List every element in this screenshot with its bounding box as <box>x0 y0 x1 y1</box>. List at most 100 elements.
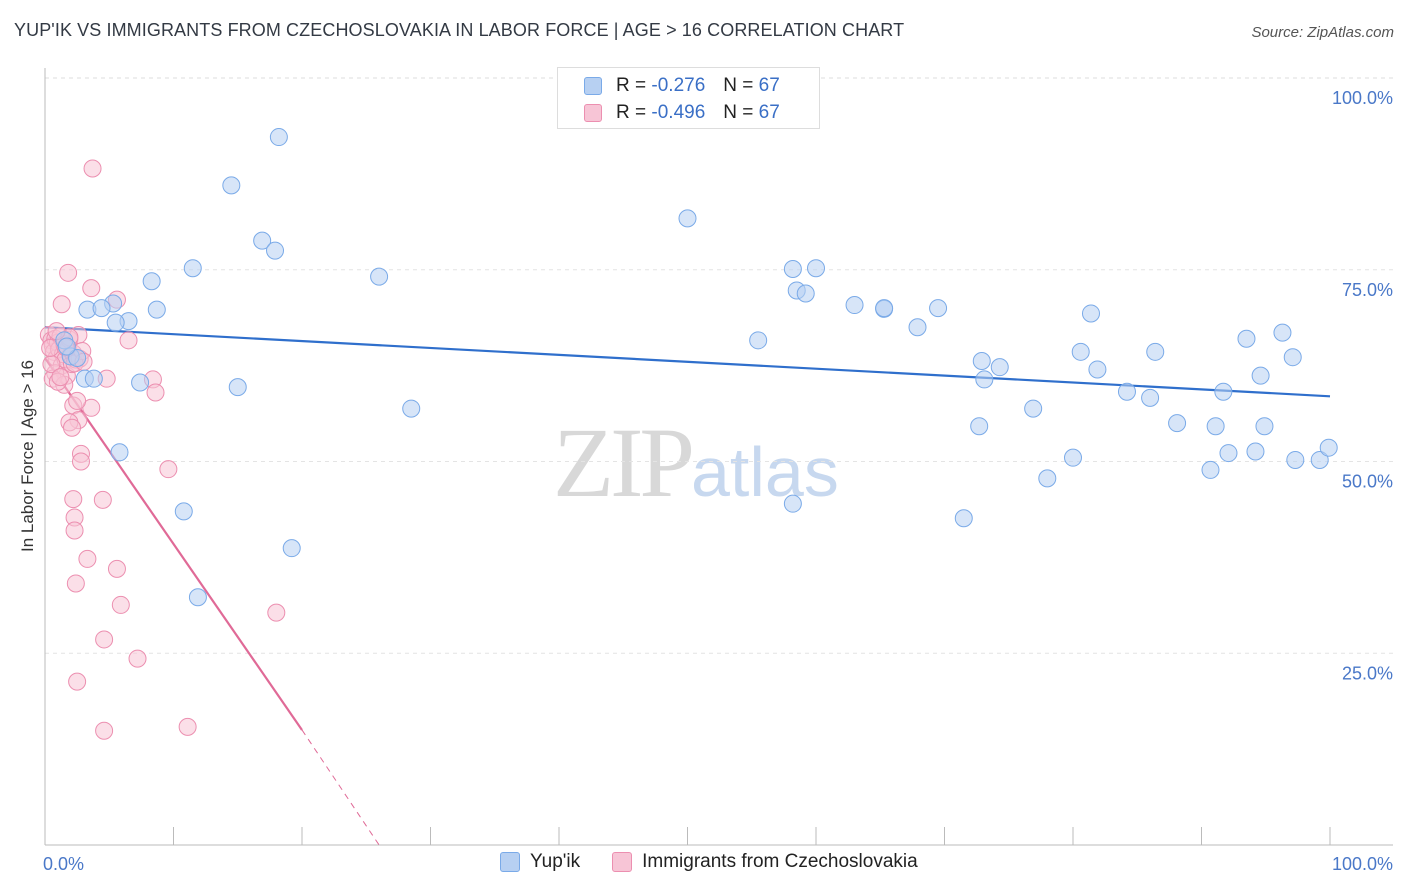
yupik-point <box>174 502 193 521</box>
czech-point <box>59 263 78 282</box>
legend-r-label: R = <box>616 75 647 96</box>
czech-point <box>52 295 71 314</box>
watermark-zip: ZIP <box>553 407 695 518</box>
czech-point <box>119 331 138 350</box>
czech-point <box>68 672 87 691</box>
legend-n-label: N = <box>723 102 754 123</box>
czech-point <box>83 159 102 178</box>
yupik-point <box>106 313 125 332</box>
yupik-point <box>1024 399 1043 418</box>
legend-swatch-pink <box>612 852 633 872</box>
czech-point <box>66 574 85 593</box>
yupik-point <box>1038 469 1057 488</box>
legend-item-yupik[interactable]: Yup'ik <box>500 851 580 873</box>
czech-point <box>68 391 87 410</box>
yupik-point <box>269 128 288 147</box>
y-tick-label: 25.0% <box>1342 663 1393 683</box>
yupik-point <box>370 267 389 286</box>
yupik-point <box>678 209 697 228</box>
yupik-point <box>1255 417 1274 436</box>
yupik-point <box>875 299 894 318</box>
yupik-point <box>1273 323 1292 342</box>
legend-swatch-blue <box>500 852 520 872</box>
yupik-point <box>1088 360 1107 379</box>
yupik-trend-line <box>44 326 1331 398</box>
yupik-point <box>266 241 285 260</box>
yupik-point <box>1286 450 1305 469</box>
yupik-point <box>783 259 802 278</box>
czech-point <box>159 460 178 479</box>
yupik-point <box>1071 342 1090 361</box>
legend-n-label: N = <box>723 75 754 96</box>
legend-row-czech: R = -0.496 N = 67 <box>584 100 780 126</box>
yupik-point <box>1146 342 1165 361</box>
y-tick-label: 100.0% <box>1332 88 1393 108</box>
yupik-point <box>57 337 76 356</box>
czech-point <box>95 721 114 740</box>
yupik-point <box>1168 414 1187 433</box>
yupik-point <box>228 378 247 397</box>
czech-trend-extension <box>301 729 380 846</box>
yupik-point <box>796 284 815 303</box>
legend-n-value: 67 <box>758 102 780 123</box>
trend-lines <box>44 326 1331 846</box>
yupik-point <box>253 231 272 250</box>
czech-trend-line <box>44 357 303 731</box>
yupik-point <box>1206 417 1225 436</box>
legend-row-yupik: R = -0.276 N = 67 <box>584 73 780 99</box>
yupik-point <box>110 443 129 462</box>
czech-point <box>64 490 83 509</box>
yupik-point <box>1219 444 1238 463</box>
data-points <box>39 67 1338 740</box>
czech-point <box>267 603 286 622</box>
yupik-point <box>1283 348 1302 367</box>
axes <box>44 68 1393 846</box>
yupik-point <box>1117 382 1136 401</box>
gridlines <box>45 77 1393 654</box>
yupik-point <box>92 299 111 318</box>
czech-point <box>65 521 84 540</box>
yupik-point <box>1319 438 1338 457</box>
czech-point <box>111 595 130 614</box>
legend-swatch-pink <box>584 104 602 122</box>
yupik-point <box>282 539 301 558</box>
watermark-atlas: atlas <box>691 433 839 511</box>
legend-r-label: R = <box>616 102 647 123</box>
czech-point <box>78 549 97 568</box>
yupik-point <box>222 176 241 195</box>
yupik-point <box>972 352 991 371</box>
czech-point <box>95 630 114 649</box>
yupik-point <box>1251 366 1270 385</box>
y-axis-label: In Labor Force | Age > 16 <box>18 360 37 552</box>
yupik-point <box>807 259 825 278</box>
yupik-point <box>845 296 864 315</box>
yupik-point <box>1310 450 1329 469</box>
yupik-point <box>402 399 421 418</box>
yupik-point <box>990 358 1009 377</box>
yupik-point <box>1214 382 1233 401</box>
x-tick-label: 0.0% <box>43 854 84 874</box>
legend-item-czech[interactable]: Immigrants from Czechoslovakia <box>612 851 918 873</box>
yupik-point <box>1081 304 1100 323</box>
source-label: Source: ZipAtlas.com <box>1251 24 1394 41</box>
yupik-point <box>970 417 989 436</box>
legend-n-value: 67 <box>758 75 780 96</box>
czech-point <box>128 649 147 668</box>
yupik-point <box>183 259 202 278</box>
y-tick-label: 75.0% <box>1342 280 1393 300</box>
yupik-point <box>147 300 166 319</box>
czech-point <box>146 383 165 402</box>
legend-swatch-blue <box>584 77 602 95</box>
yupik-point <box>1141 388 1160 407</box>
y-tick-label: 50.0% <box>1342 472 1393 492</box>
yupik-point <box>749 331 768 350</box>
yupik-point <box>84 369 103 388</box>
yupik-point <box>929 299 948 318</box>
czech-point <box>82 279 101 298</box>
correlation-legend: R = -0.276 N = 67 R = -0.496 N = 67 <box>557 67 820 129</box>
yupik-point <box>975 370 994 389</box>
legend-label-czech: Immigrants from Czechoslovakia <box>642 851 918 872</box>
yupik-point <box>188 588 207 607</box>
tick-labels: 100.0% 75.0% 50.0% 25.0% 0.0% 100.0% In Labor … <box>18 88 1393 874</box>
